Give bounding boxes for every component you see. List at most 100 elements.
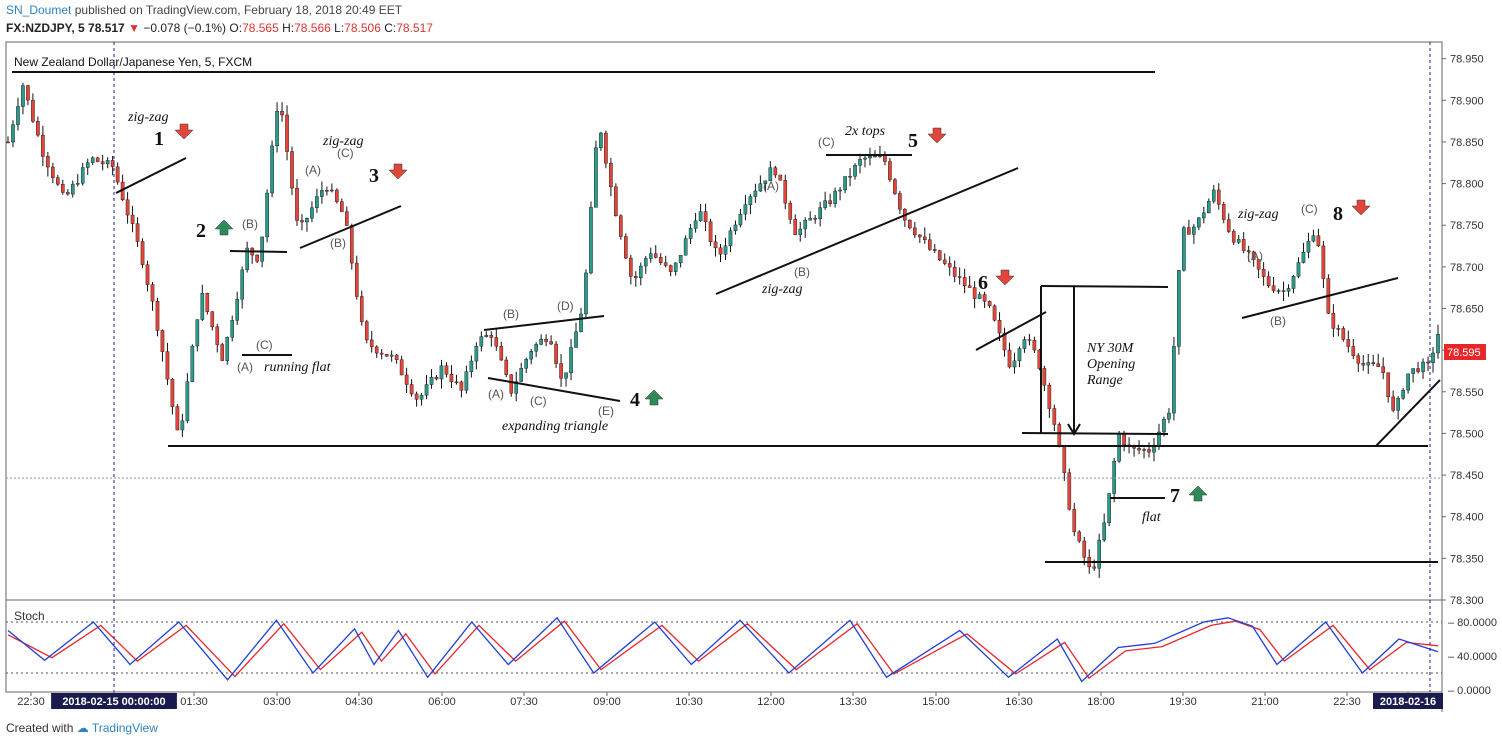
sell-arrow-icon <box>995 269 1015 286</box>
x-tick-label: 12:00 <box>757 696 785 708</box>
candle-body <box>80 167 85 184</box>
candle-body <box>105 160 110 165</box>
y-tick-label: 78.350 <box>1450 553 1484 565</box>
label-4: 4 <box>630 389 640 411</box>
candle-body <box>255 254 259 262</box>
candle-body <box>429 376 434 385</box>
candle-body <box>1381 366 1385 373</box>
candle-body <box>46 156 50 168</box>
low-value: 78.506 <box>344 21 381 35</box>
candle-body <box>1421 361 1425 372</box>
candle-body <box>1331 313 1336 329</box>
stoch-tick-label: – 0.0000 <box>1448 685 1491 697</box>
wave-label: (C) <box>337 146 354 160</box>
candle-body <box>1416 368 1420 372</box>
trend-3 <box>299 205 402 249</box>
candle-body <box>349 225 354 264</box>
candle-body <box>1356 355 1361 364</box>
candle-body <box>240 269 244 300</box>
candle-body <box>534 344 538 352</box>
candle-body <box>678 255 683 264</box>
candle-body <box>992 305 997 321</box>
candle-body <box>579 313 583 332</box>
candle-body <box>778 174 783 181</box>
candle-body <box>888 161 892 180</box>
candle-body <box>1371 362 1376 364</box>
candle-body <box>1022 339 1027 349</box>
candle-body <box>643 258 648 267</box>
candle-body <box>942 259 947 264</box>
candle-body <box>220 344 225 361</box>
label-7: 7 <box>1170 485 1180 507</box>
y-tick-label: 78.450 <box>1450 470 1484 482</box>
candle-body <box>1351 346 1356 356</box>
candle-body <box>927 239 932 250</box>
y-tick-label: 78.500 <box>1450 428 1484 440</box>
candle-body <box>1376 363 1381 367</box>
candle-body <box>51 166 55 178</box>
candle-body <box>1067 472 1072 510</box>
wave-label: (B) <box>794 265 810 279</box>
candle-body <box>1197 217 1201 228</box>
candle-body <box>788 202 793 220</box>
candle-body <box>1147 449 1151 453</box>
trend-1 <box>115 157 187 194</box>
candle-body <box>624 236 628 259</box>
candle-body <box>1211 189 1216 202</box>
candle-body <box>937 250 942 261</box>
candle-body <box>1052 408 1057 425</box>
author-link[interactable]: SN_Doumet <box>6 3 72 17</box>
candle-body <box>150 284 155 302</box>
candle-body <box>1177 270 1181 347</box>
candle-body <box>922 236 927 241</box>
candle-body <box>145 264 150 285</box>
label-zigzag-3: zig-zag <box>322 134 363 149</box>
candle-body <box>629 257 633 277</box>
tradingview-cloud-icon: ☁ <box>76 721 89 735</box>
candle-body <box>200 293 205 320</box>
wave-label: (A) <box>305 163 321 177</box>
close-label: C: <box>384 21 397 35</box>
candle-body <box>604 132 608 164</box>
candle-body <box>389 354 394 357</box>
tri-bottom <box>487 377 621 402</box>
candle-body <box>683 238 688 256</box>
candle-body <box>723 245 728 255</box>
candle-body <box>70 183 75 195</box>
publish-text: published on TradingView.com, February 1… <box>74 3 403 17</box>
candle-body <box>713 241 718 249</box>
candle-body <box>21 85 25 107</box>
chart-title: New Zealand Dollar/Japanese Yen, 5, FXCM <box>14 55 252 69</box>
candle-body <box>818 207 822 219</box>
candle-body <box>932 249 937 251</box>
candle-body <box>1057 424 1062 447</box>
candle-body <box>359 296 364 322</box>
x-tick-label: 04:30 <box>345 696 373 708</box>
candle-body <box>1122 433 1126 446</box>
candle-body <box>1286 288 1291 292</box>
wave-label: (C) <box>818 135 835 149</box>
candle-body <box>1251 251 1256 260</box>
candle-body <box>260 236 264 262</box>
candle-body <box>1436 334 1440 354</box>
candle-body <box>469 360 474 372</box>
candle-body <box>668 265 673 272</box>
candle-body <box>275 111 279 147</box>
y-tick-label: 78.750 <box>1450 220 1484 232</box>
label-2x-tops: 2x tops <box>845 124 886 139</box>
label-3: 3 <box>369 165 379 187</box>
candle-body <box>335 189 339 202</box>
trend-8 <box>1241 277 1399 319</box>
candle-body <box>414 393 419 400</box>
candle-body <box>175 406 180 431</box>
candle-body <box>160 330 165 352</box>
tradingview-link[interactable]: TradingView <box>91 721 158 735</box>
candle-body <box>828 200 832 204</box>
candle-body <box>1391 396 1395 411</box>
candle-body <box>1027 339 1032 341</box>
candle-body <box>544 339 548 342</box>
candle-body <box>708 221 713 243</box>
y-tick-label: 78.700 <box>1450 262 1484 274</box>
candle-body <box>673 262 678 272</box>
